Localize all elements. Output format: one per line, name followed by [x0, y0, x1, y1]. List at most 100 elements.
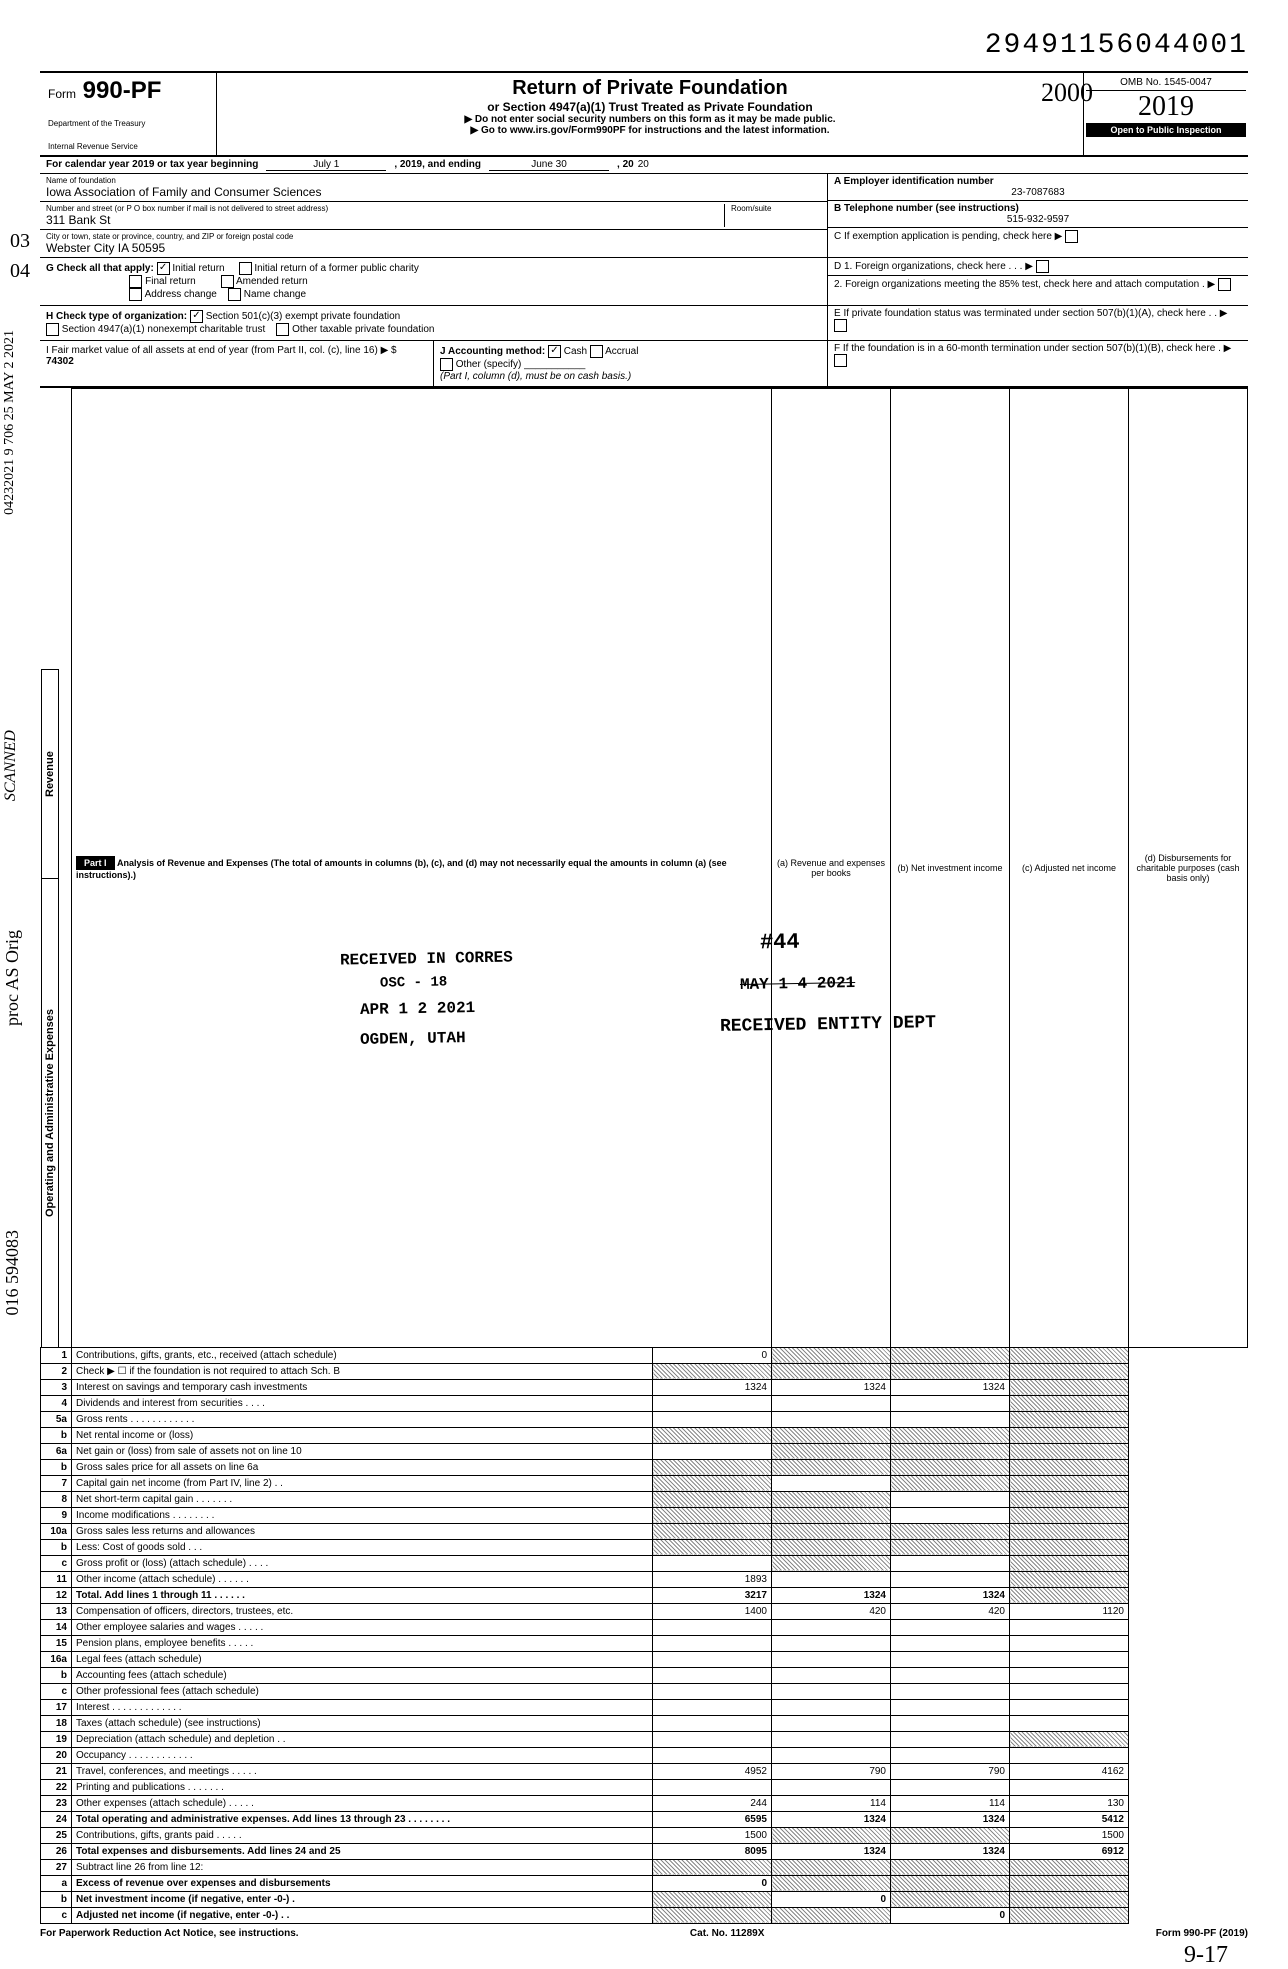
- row-val-b[interactable]: [772, 1683, 891, 1699]
- row-val-a[interactable]: [653, 1731, 772, 1747]
- row-val-c[interactable]: [891, 1411, 1010, 1427]
- row-val-d[interactable]: 1500: [1010, 1827, 1129, 1843]
- row-val-a[interactable]: [653, 1411, 772, 1427]
- row-val-b[interactable]: 114: [772, 1795, 891, 1811]
- row-val-d[interactable]: [1010, 1635, 1129, 1651]
- row-val-b[interactable]: 1324: [772, 1811, 891, 1827]
- row-val-d[interactable]: [1010, 1619, 1129, 1635]
- row-val-c[interactable]: [891, 1683, 1010, 1699]
- i-value[interactable]: 74302: [46, 356, 74, 367]
- row-val-b[interactable]: [772, 1779, 891, 1795]
- row-val-d[interactable]: [1010, 1699, 1129, 1715]
- row-val-d[interactable]: 6912: [1010, 1843, 1129, 1859]
- row-val-d[interactable]: 5412: [1010, 1811, 1129, 1827]
- h-4947[interactable]: [46, 323, 59, 336]
- row-val-b[interactable]: [772, 1635, 891, 1651]
- row-val-b[interactable]: [772, 1475, 891, 1491]
- row-val-d[interactable]: 1120: [1010, 1603, 1129, 1619]
- j-other[interactable]: [440, 358, 453, 371]
- box-d2-checkbox[interactable]: [1218, 278, 1231, 291]
- row-val-b[interactable]: 420: [772, 1603, 891, 1619]
- row-val-c[interactable]: [891, 1651, 1010, 1667]
- box-d1-checkbox[interactable]: [1036, 260, 1049, 273]
- row-val-c[interactable]: [891, 1619, 1010, 1635]
- row-val-b[interactable]: [772, 1731, 891, 1747]
- row-val-c[interactable]: 1324: [891, 1587, 1010, 1603]
- row-val-c[interactable]: 790: [891, 1763, 1010, 1779]
- row-val-d[interactable]: [1010, 1715, 1129, 1731]
- row-val-a[interactable]: [653, 1683, 772, 1699]
- g-final[interactable]: [129, 275, 142, 288]
- row-val-b[interactable]: [772, 1571, 891, 1587]
- row-val-a[interactable]: [653, 1779, 772, 1795]
- cal-yy[interactable]: 20: [638, 159, 649, 171]
- row-val-c[interactable]: [891, 1747, 1010, 1763]
- row-val-c[interactable]: [891, 1779, 1010, 1795]
- g-initial-former[interactable]: [239, 262, 252, 275]
- box-f-checkbox[interactable]: [834, 354, 847, 367]
- row-val-b[interactable]: [772, 1395, 891, 1411]
- row-val-c[interactable]: 1324: [891, 1379, 1010, 1395]
- h-other[interactable]: [276, 323, 289, 336]
- g-name-change[interactable]: [228, 288, 241, 301]
- row-val-c[interactable]: [891, 1715, 1010, 1731]
- box-a-value[interactable]: 23-7087683: [834, 187, 1242, 198]
- row-val-a[interactable]: 4952: [653, 1763, 772, 1779]
- row-val-c[interactable]: [891, 1635, 1010, 1651]
- row-val-a[interactable]: [653, 1651, 772, 1667]
- row-val-a[interactable]: [653, 1443, 772, 1459]
- row-val-d[interactable]: 130: [1010, 1795, 1129, 1811]
- row-val-c[interactable]: [891, 1731, 1010, 1747]
- row-val-b[interactable]: [772, 1667, 891, 1683]
- row-val-c[interactable]: 114: [891, 1795, 1010, 1811]
- row-val-b[interactable]: [772, 1619, 891, 1635]
- row-val-a[interactable]: 3217: [653, 1587, 772, 1603]
- j-cash[interactable]: [548, 345, 561, 358]
- row-val-c[interactable]: 1324: [891, 1811, 1010, 1827]
- box-c-checkbox[interactable]: [1065, 230, 1078, 243]
- row-val-a[interactable]: 244: [653, 1795, 772, 1811]
- row-val-b[interactable]: 790: [772, 1763, 891, 1779]
- row-val-c[interactable]: [891, 1507, 1010, 1523]
- row-val-b[interactable]: [772, 1651, 891, 1667]
- row-val-c[interactable]: [891, 1395, 1010, 1411]
- row-val-a[interactable]: [653, 1635, 772, 1651]
- row-val-a[interactable]: [653, 1747, 772, 1763]
- row-val-d[interactable]: [1010, 1779, 1129, 1795]
- row-val-d[interactable]: [1010, 1667, 1129, 1683]
- row-val-b[interactable]: [772, 1715, 891, 1731]
- cal-begin[interactable]: July 1: [266, 159, 386, 171]
- row-val-c[interactable]: 0: [891, 1907, 1010, 1923]
- row-val-b[interactable]: [772, 1699, 891, 1715]
- row-val-d[interactable]: [1010, 1651, 1129, 1667]
- foundation-addr[interactable]: 311 Bank St: [46, 213, 724, 227]
- row-val-a[interactable]: [653, 1667, 772, 1683]
- row-val-c[interactable]: 420: [891, 1603, 1010, 1619]
- g-address[interactable]: [129, 288, 142, 301]
- g-initial-return[interactable]: [157, 262, 170, 275]
- row-val-a[interactable]: 1400: [653, 1603, 772, 1619]
- row-val-b[interactable]: 1324: [772, 1379, 891, 1395]
- row-val-a[interactable]: 1893: [653, 1571, 772, 1587]
- row-val-a[interactable]: [653, 1555, 772, 1571]
- row-val-c[interactable]: [891, 1555, 1010, 1571]
- row-val-c[interactable]: [891, 1491, 1010, 1507]
- row-val-b[interactable]: 1324: [772, 1843, 891, 1859]
- row-val-a[interactable]: 8095: [653, 1843, 772, 1859]
- row-val-a[interactable]: 1324: [653, 1379, 772, 1395]
- row-val-a[interactable]: [653, 1715, 772, 1731]
- row-val-a[interactable]: 6595: [653, 1811, 772, 1827]
- row-val-c[interactable]: [891, 1699, 1010, 1715]
- row-val-b[interactable]: 1324: [772, 1587, 891, 1603]
- row-val-a[interactable]: [653, 1699, 772, 1715]
- row-val-d[interactable]: 4162: [1010, 1763, 1129, 1779]
- row-val-c[interactable]: 1324: [891, 1843, 1010, 1859]
- row-val-a[interactable]: 0: [653, 1875, 772, 1891]
- j-accrual[interactable]: [590, 345, 603, 358]
- row-val-a[interactable]: [653, 1395, 772, 1411]
- row-val-d[interactable]: [1010, 1683, 1129, 1699]
- box-e-checkbox[interactable]: [834, 319, 847, 332]
- row-val-a[interactable]: 1500: [653, 1827, 772, 1843]
- row-val-b[interactable]: [772, 1747, 891, 1763]
- row-val-c[interactable]: [891, 1571, 1010, 1587]
